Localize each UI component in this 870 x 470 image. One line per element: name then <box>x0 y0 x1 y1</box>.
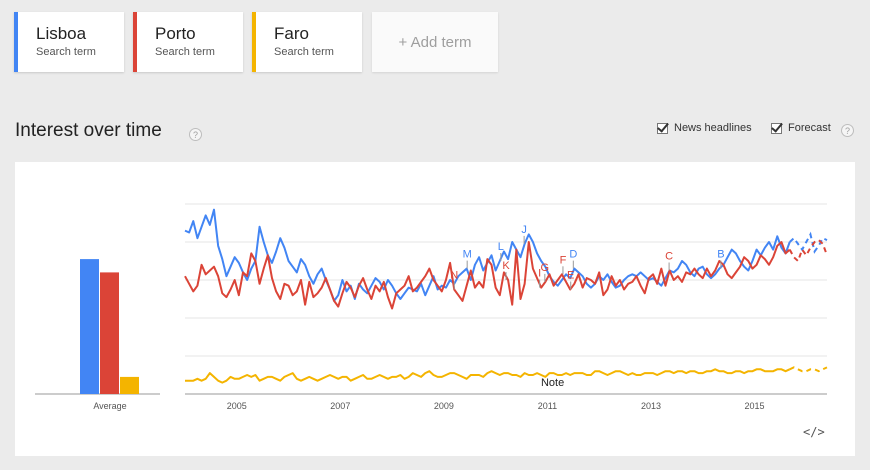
average-bar <box>120 376 139 394</box>
event-marker-n: N <box>450 270 458 282</box>
average-label: Average <box>93 401 126 411</box>
term-subtitle: Search term <box>155 46 215 58</box>
term-card-lisboa[interactable]: Lisboa Search term <box>14 12 124 72</box>
term-subtitle: Search term <box>274 46 334 58</box>
news-headlines-label: News headlines <box>674 122 752 134</box>
event-marker-l: L <box>498 241 504 253</box>
average-bar <box>80 259 99 394</box>
chart-panel: Average 2005 2007 2009 2011 2013 2015 N M K L J I G F E… <box>15 162 855 456</box>
event-marker-c: C <box>665 251 673 263</box>
forecast-toggle[interactable]: Forecast <box>771 122 831 134</box>
x-tick-label: 2013 <box>641 401 661 411</box>
term-card-porto[interactable]: Porto Search term <box>133 12 243 72</box>
news-headlines-checkbox[interactable] <box>657 122 668 134</box>
embed-icon[interactable]: </> <box>803 425 825 439</box>
x-tick-label: 2009 <box>434 401 454 411</box>
news-headlines-toggle[interactable]: News headlines <box>657 122 752 134</box>
event-marker-j: J <box>521 224 527 236</box>
forecast-line-porto <box>788 238 828 263</box>
section-title: Interest over time <box>15 120 162 141</box>
series-line-porto <box>184 241 791 310</box>
x-tick-label: 2005 <box>227 401 247 411</box>
add-term-button[interactable]: + Add term <box>372 12 498 72</box>
x-tick-label: 2007 <box>330 401 350 411</box>
term-name: Faro <box>274 24 309 43</box>
term-name: Lisboa <box>36 24 87 43</box>
term-card-faro[interactable]: Faro Search term <box>252 12 362 72</box>
event-marker-g: G <box>541 262 550 274</box>
event-marker-i: I <box>538 268 541 280</box>
interest-over-time-chart: Average 2005 2007 2009 2011 2013 2015 NM KL J I GFE… <box>35 203 828 411</box>
forecast-line-faro <box>789 366 828 373</box>
x-tick-label: 2011 <box>538 401 557 411</box>
forecast-help-icon[interactable]: ? <box>841 124 854 137</box>
help-icon[interactable]: ? <box>189 128 202 141</box>
event-marker-d: D <box>569 249 577 261</box>
event-marker-f: F <box>560 254 567 266</box>
event-marker-b: B <box>717 249 724 261</box>
note-label: Note <box>541 377 564 389</box>
forecast-label: Forecast <box>788 122 831 134</box>
event-marker-k: K <box>502 260 510 272</box>
x-tick-label: 2015 <box>745 401 765 411</box>
forecast-checkbox[interactable] <box>771 122 782 134</box>
term-subtitle: Search term <box>36 46 96 58</box>
event-marker-e: E <box>567 270 574 282</box>
term-name: Porto <box>155 24 196 43</box>
series-line-faro <box>185 368 791 384</box>
event-marker-m: M <box>463 249 472 261</box>
average-bar <box>100 272 119 394</box>
